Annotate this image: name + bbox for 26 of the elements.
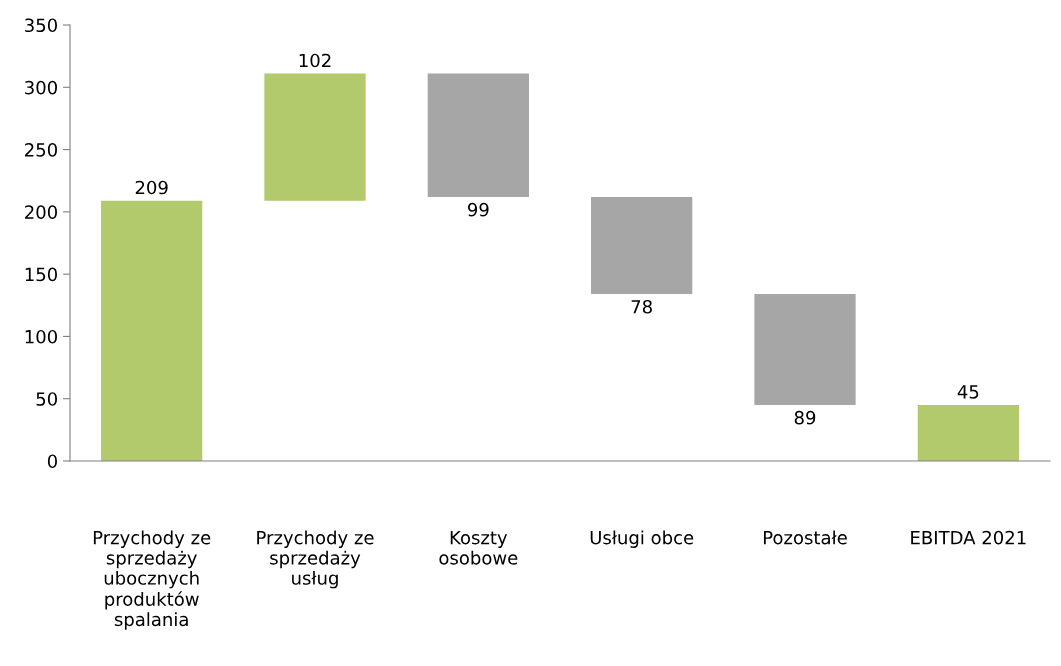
x-tick-label: Przychody ze sprzedaży usług [257,530,374,589]
bar [264,73,366,201]
data-label: 89 [794,410,816,425]
bar [591,196,693,295]
data-label: 99 [467,202,489,217]
y-tick-label: 300 [25,80,57,95]
data-label: 45 [957,385,979,399]
x-tick-label: Usługi obce [590,530,694,548]
x-tick-label: EBITDA 2021 [911,530,1026,545]
y-tick-label: 100 [25,329,57,344]
bar [427,73,529,197]
x-tick-label: Koszty osobowe [439,531,518,565]
y-tick-label: 0 [47,454,57,469]
y-tick-label: 250 [25,143,57,157]
y-tick-label: 200 [25,205,57,219]
bar [754,294,856,405]
x-tick-label: Pozostałe [763,530,847,545]
y-tick-label: 350 [25,18,57,33]
data-label: 78 [631,299,652,314]
y-tick-label: 50 [36,392,57,406]
data-label: 102 [299,53,331,68]
bar [917,404,1019,461]
y-tick-label: 150 [25,267,57,282]
bar [101,200,203,461]
data-label: 209 [135,180,168,195]
x-tick-label: Przychody ze sprzedaży ubocznych produktów spalania [93,530,211,630]
